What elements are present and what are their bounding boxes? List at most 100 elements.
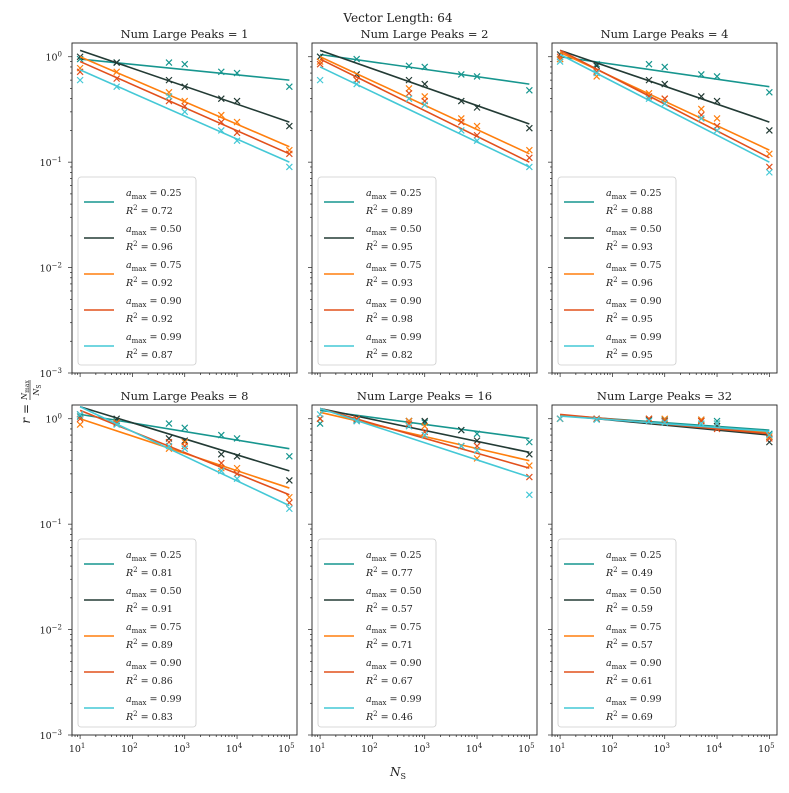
data-point bbox=[233, 69, 241, 77]
legend-amax: amax = 0.25 bbox=[126, 550, 182, 563]
data-point bbox=[525, 124, 533, 132]
panel-4: Num Large Peaks = 8 10−3 10−2 10−1 100 101 102… bbox=[40, 389, 298, 755]
y-axis-label-denominator: NS bbox=[32, 384, 43, 396]
legend-amax: amax = 0.75 bbox=[126, 622, 182, 635]
data-point bbox=[165, 93, 173, 100]
data-point bbox=[765, 163, 773, 171]
data-point bbox=[181, 60, 189, 68]
data-point bbox=[697, 105, 705, 113]
panel-title: Num Large Peaks = 8 bbox=[121, 389, 249, 403]
legend-amax: amax = 0.99 bbox=[606, 694, 662, 707]
legend-amax: amax = 0.75 bbox=[606, 622, 662, 635]
legend: amax = 0.25 R2 = 0.88 amax = 0.50 R2 = 0.93… bbox=[557, 176, 677, 366]
data-point bbox=[457, 70, 465, 78]
data-point bbox=[405, 89, 413, 97]
legend-frame bbox=[77, 176, 197, 366]
y-tick-label: 10−2 bbox=[40, 262, 62, 275]
y-tick-label: 100 bbox=[45, 413, 62, 426]
data-point bbox=[525, 438, 533, 446]
data-point bbox=[457, 118, 465, 126]
legend-r2: R2 = 0.88 bbox=[605, 204, 653, 217]
panel-6: Num Large Peaks = 32 101 102 103 104 105 amax … bbox=[548, 389, 778, 755]
fit-line-0.50 bbox=[319, 49, 530, 125]
legend-r2: R2 = 0.98 bbox=[365, 312, 413, 325]
data-point bbox=[697, 114, 705, 122]
legend-amax: amax = 0.50 bbox=[606, 586, 662, 599]
legend-r2: R2 = 0.95 bbox=[605, 312, 653, 325]
legend-amax: amax = 0.75 bbox=[366, 622, 422, 635]
x-tick-label: 102 bbox=[121, 742, 138, 755]
fit-line-0.99 bbox=[319, 407, 530, 478]
data-point bbox=[233, 118, 241, 126]
data-point bbox=[181, 445, 189, 453]
data-point bbox=[713, 97, 721, 105]
data-point bbox=[697, 70, 705, 78]
legend-r2: R2 = 0.83 bbox=[125, 710, 173, 723]
legend-r2: R2 = 0.93 bbox=[605, 240, 653, 253]
fit-line-0.25 bbox=[79, 413, 290, 450]
data-point bbox=[765, 88, 773, 96]
data-point bbox=[661, 416, 669, 424]
y-tick-label: 100 bbox=[45, 51, 62, 64]
y-tick-label: 10−3 bbox=[40, 729, 62, 742]
data-point bbox=[233, 452, 241, 460]
data-point bbox=[113, 83, 121, 91]
x-tick-label: 104 bbox=[466, 742, 483, 755]
legend-r2: R2 = 0.86 bbox=[125, 674, 173, 687]
data-point bbox=[421, 80, 429, 88]
legend-amax: amax = 0.25 bbox=[606, 188, 662, 201]
x-tick-label: 103 bbox=[653, 742, 670, 755]
data-point bbox=[217, 431, 225, 439]
data-point bbox=[405, 420, 413, 427]
data-point bbox=[593, 416, 601, 424]
data-point bbox=[76, 413, 84, 420]
data-point bbox=[556, 55, 564, 63]
data-point bbox=[473, 447, 481, 454]
fit-line-0.50 bbox=[79, 405, 290, 472]
data-point bbox=[165, 59, 173, 67]
x-tick-label: 101 bbox=[549, 742, 566, 755]
legend-amax: amax = 0.25 bbox=[606, 550, 662, 563]
legend-amax: amax = 0.25 bbox=[366, 550, 422, 563]
fit-line-0.50 bbox=[559, 49, 770, 123]
legend-r2: R2 = 0.67 bbox=[365, 674, 413, 687]
data-point bbox=[217, 459, 225, 467]
data-point bbox=[316, 76, 324, 84]
data-point bbox=[405, 62, 413, 70]
data-point bbox=[713, 73, 721, 80]
legend-amax: amax = 0.90 bbox=[366, 296, 422, 309]
legend-amax: amax = 0.50 bbox=[366, 224, 422, 237]
data-point bbox=[217, 111, 225, 119]
legend-amax: amax = 0.99 bbox=[606, 332, 662, 345]
data-point bbox=[285, 122, 293, 130]
legend-r2: R2 = 0.91 bbox=[125, 602, 173, 615]
legend-r2: R2 = 0.57 bbox=[365, 602, 413, 615]
data-point bbox=[405, 422, 413, 430]
data-point bbox=[181, 424, 189, 432]
fit-line-0.99 bbox=[319, 66, 530, 168]
fit-line-0.25 bbox=[319, 53, 530, 85]
data-point bbox=[405, 95, 413, 103]
data-point bbox=[421, 63, 429, 71]
data-point bbox=[525, 146, 533, 154]
legend-amax: amax = 0.90 bbox=[606, 296, 662, 309]
data-point bbox=[233, 137, 241, 145]
legend-amax: amax = 0.50 bbox=[366, 586, 422, 599]
legend-amax: amax = 0.90 bbox=[126, 296, 182, 309]
legend-amax: amax = 0.75 bbox=[606, 260, 662, 273]
data-point bbox=[645, 60, 653, 68]
x-tick-label: 103 bbox=[413, 742, 430, 755]
data-point bbox=[165, 76, 173, 84]
x-tick-label: 104 bbox=[706, 742, 723, 755]
data-point bbox=[421, 101, 429, 109]
legend-frame bbox=[317, 176, 437, 366]
legend: amax = 0.25 R2 = 0.81 amax = 0.50 R2 = 0.91… bbox=[77, 538, 197, 728]
data-point bbox=[457, 426, 465, 434]
data-point bbox=[113, 68, 121, 76]
data-point bbox=[697, 420, 705, 427]
y-tick-label: 10−1 bbox=[40, 518, 62, 531]
data-point bbox=[457, 97, 465, 105]
data-point bbox=[165, 420, 173, 427]
